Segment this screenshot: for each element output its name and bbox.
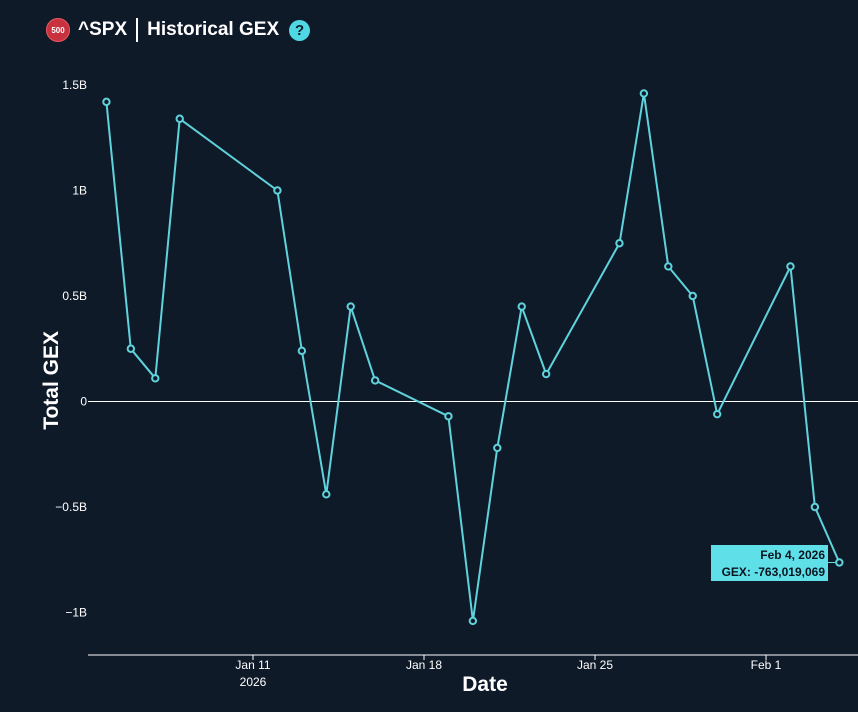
- sp500-badge-icon: 500: [46, 18, 70, 42]
- hover-tooltip: Feb 4, 2026 GEX: -763,019,069: [711, 545, 836, 581]
- data-point[interactable]: [346, 302, 355, 311]
- y-tick-label: 0.5B: [62, 289, 87, 303]
- data-point[interactable]: [786, 262, 795, 271]
- data-point[interactable]: [615, 239, 624, 248]
- x-tick-label: Jan 25: [577, 658, 613, 672]
- y-tick-label: 0: [80, 395, 87, 409]
- title-separator: [136, 18, 139, 42]
- data-point[interactable]: [175, 114, 184, 123]
- y-tick-label: 1.5B: [62, 78, 87, 92]
- data-point[interactable]: [639, 89, 649, 98]
- ticker-symbol: ^SPX: [78, 19, 128, 40]
- chart-title: Historical GEX: [147, 19, 280, 40]
- data-point[interactable]: [664, 262, 673, 271]
- x-tick-label: Feb 1: [751, 658, 782, 672]
- data-point[interactable]: [151, 374, 160, 383]
- data-point[interactable]: [126, 344, 136, 353]
- x-tick-year-label: 2026: [240, 675, 267, 689]
- gex-series-line: [105, 92, 841, 622]
- data-point[interactable]: [517, 302, 526, 311]
- y-tick-label: −0.5B: [55, 500, 87, 514]
- data-point[interactable]: [468, 616, 478, 626]
- y-tick-label: −1B: [65, 606, 87, 620]
- x-axis-ticks: Jan 11 2026 Jan 18 Jan 25 Feb 1: [235, 655, 782, 689]
- data-point[interactable]: [712, 409, 722, 419]
- tooltip-value: GEX: -763,019,069: [722, 565, 826, 579]
- data-point[interactable]: [102, 97, 111, 107]
- data-point[interactable]: [493, 443, 502, 453]
- data-point[interactable]: [541, 369, 551, 379]
- data-point[interactable]: [688, 291, 697, 301]
- data-point[interactable]: [370, 376, 380, 385]
- y-axis-title: Total GEX: [40, 331, 63, 430]
- data-point[interactable]: [273, 186, 282, 195]
- y-tick-label: 1B: [72, 184, 87, 198]
- x-axis-title: Date: [462, 673, 508, 696]
- data-point[interactable]: [444, 412, 453, 421]
- data-point[interactable]: [810, 502, 820, 512]
- x-tick-label: Jan 11: [235, 658, 270, 672]
- tooltip-date: Feb 4, 2026: [760, 548, 825, 562]
- gex-data-markers: [102, 89, 844, 626]
- y-axis-ticks: 1.5B 1B 0.5B 0 −0.5B −1B: [55, 78, 87, 620]
- x-tick-label: Jan 18: [406, 658, 442, 672]
- tooltip-box: [711, 545, 828, 581]
- data-point[interactable]: [297, 346, 307, 356]
- help-icon[interactable]: ?: [289, 19, 311, 41]
- chart-header: 500 ^SPX Historical GEX ?: [46, 16, 311, 44]
- data-point[interactable]: [835, 558, 844, 567]
- data-point[interactable]: [322, 490, 331, 499]
